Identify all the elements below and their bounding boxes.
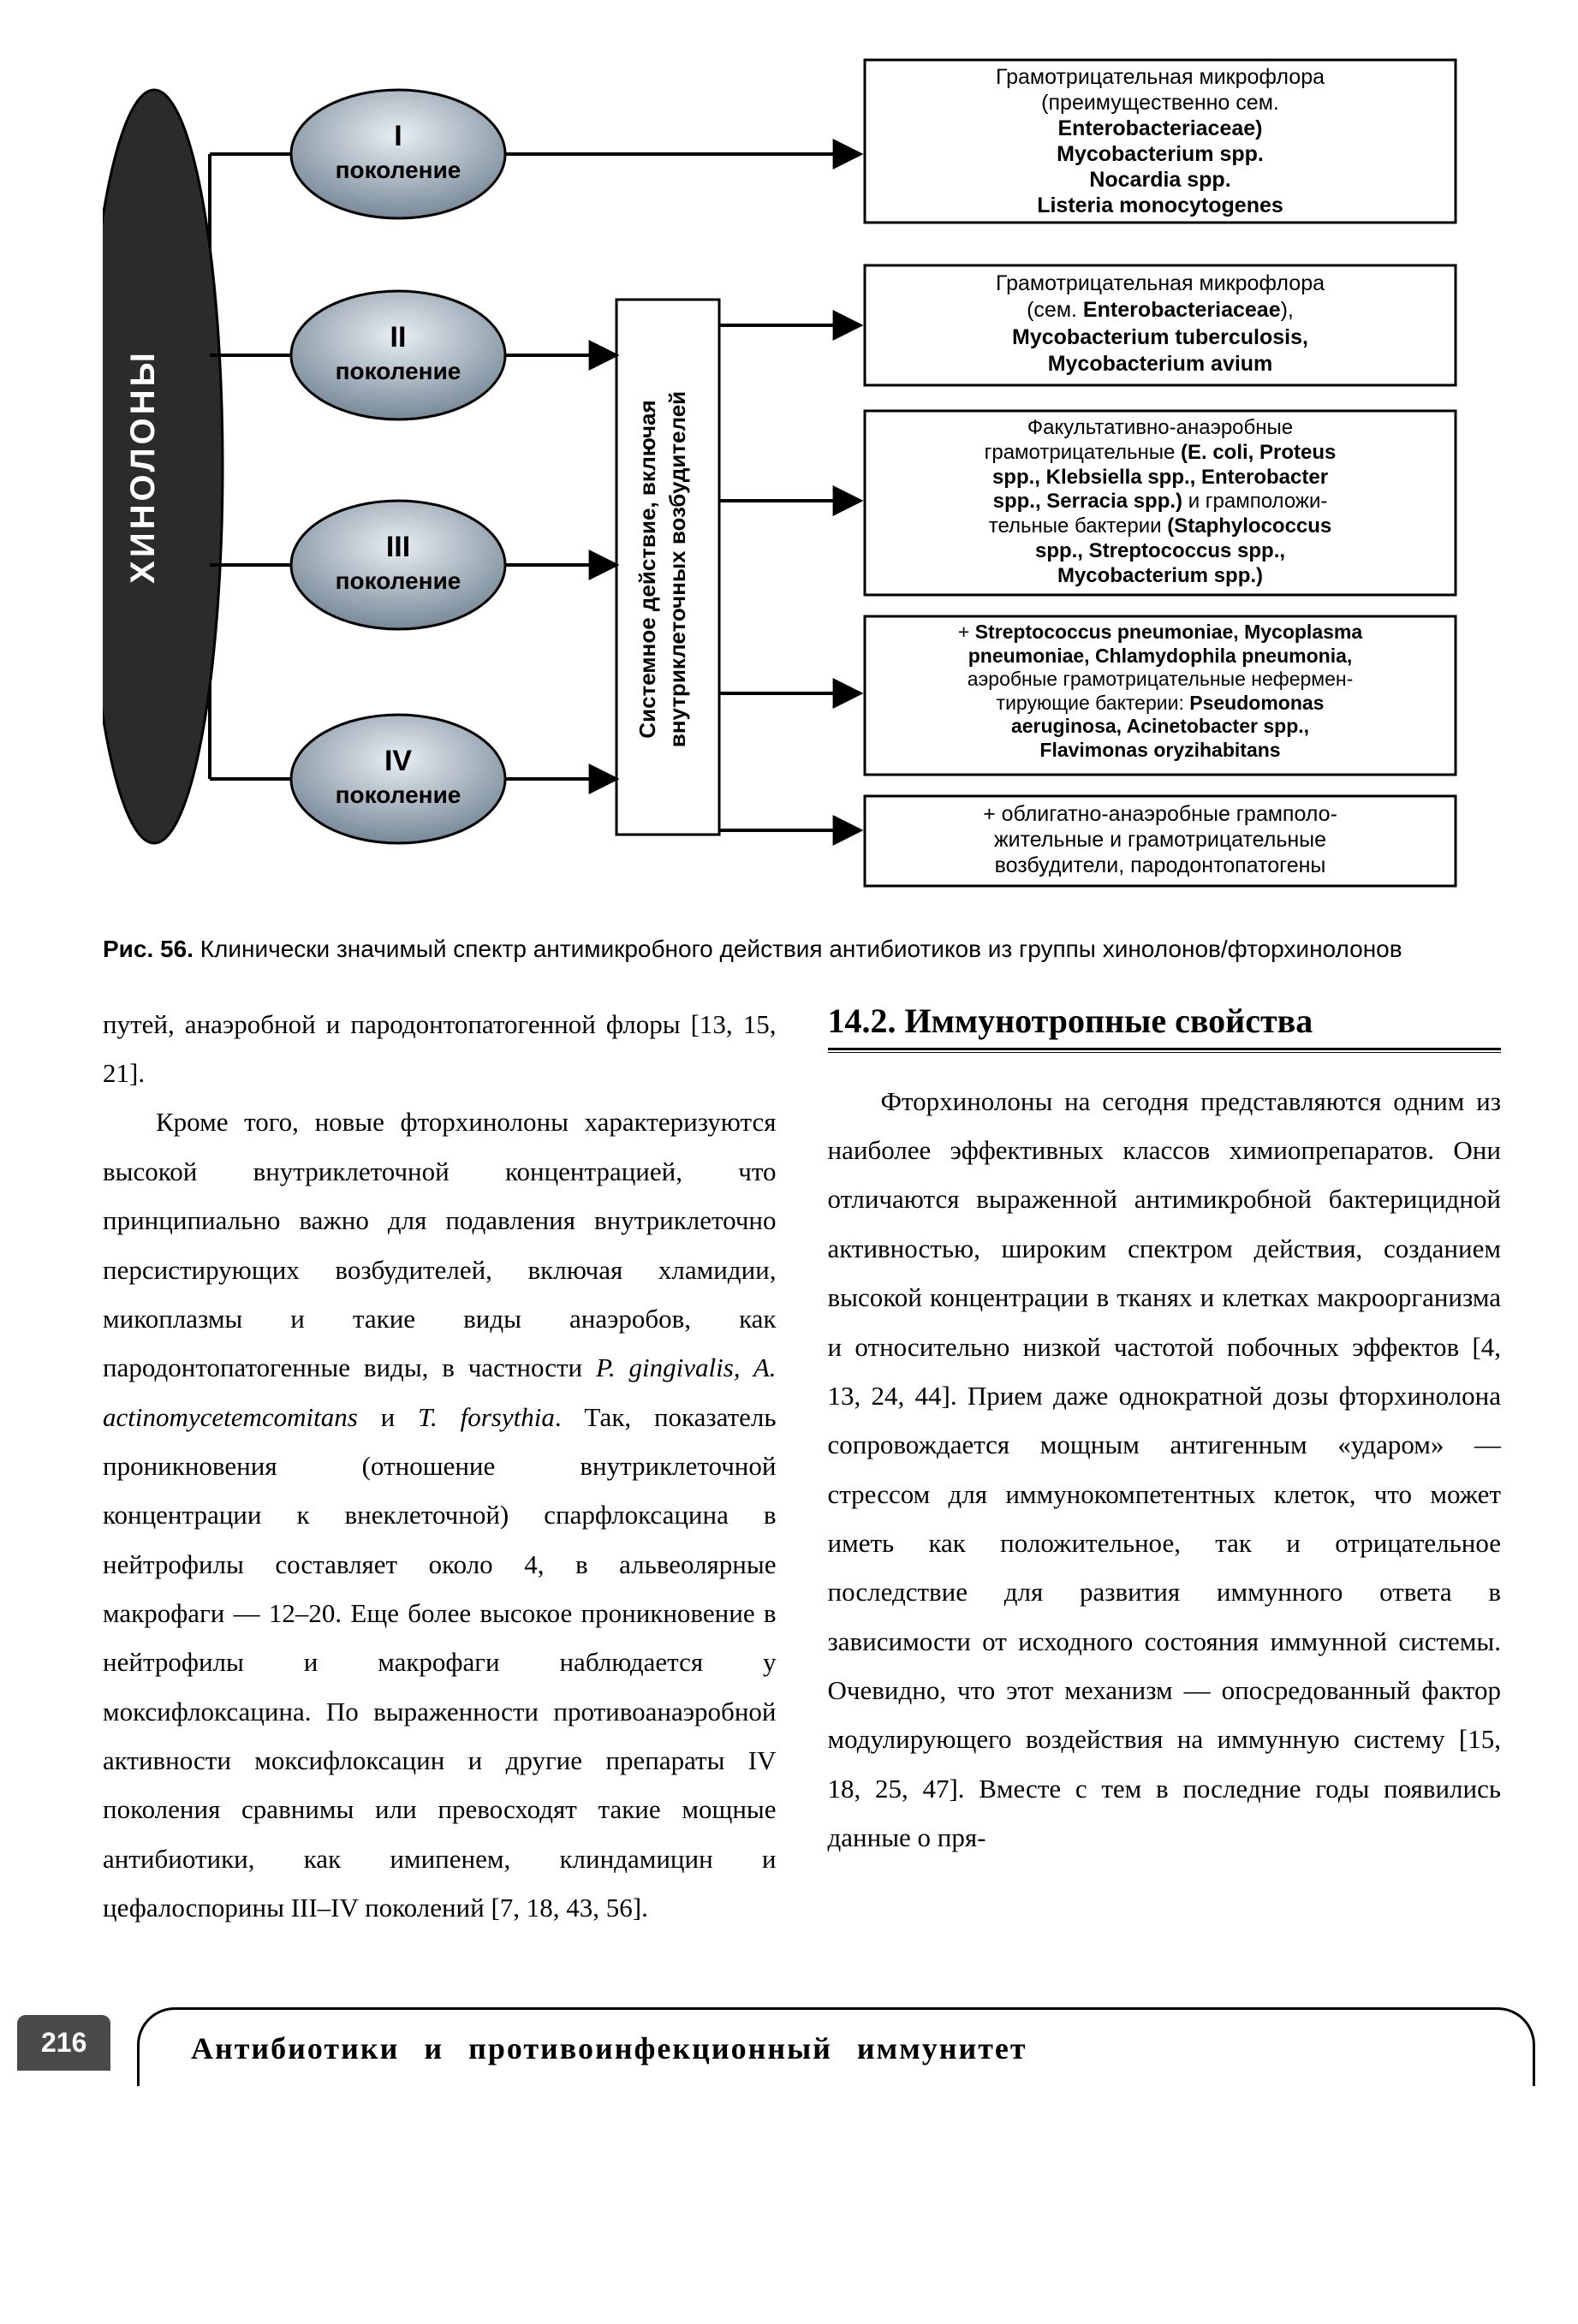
- box-4-text: + Streptococcus pneumoniae, Mycoplasmapn…: [869, 621, 1451, 763]
- center-box-line1: Системное действие, включая: [634, 400, 660, 738]
- box-2-text: Грамотрицательная микрофлора(сем. Entero…: [869, 270, 1451, 377]
- box-5-text: + облигатно-анаэробные грамполо-жительны…: [869, 801, 1451, 878]
- box-3-text: Факультативно-анаэробныеграмотрицательны…: [869, 416, 1451, 589]
- left-p2: Кроме того, новые фторхинолоны характери…: [103, 1097, 777, 1932]
- right-boxes: Грамотрицательная микрофлора(преимуществ…: [865, 60, 1456, 886]
- gen-2-num: II: [390, 321, 407, 354]
- text-columns: путей, анаэробной и пародонтопатогенной …: [103, 1000, 1501, 1933]
- gen-4-sub: поколение: [336, 782, 461, 808]
- figure-caption: Рис. 56. Клинически значимый спектр анти…: [103, 933, 1501, 966]
- gen-3-sub: поколение: [336, 568, 461, 594]
- left-p2-and: и: [358, 1402, 418, 1432]
- gen-1-sub: поколение: [336, 157, 461, 183]
- center-box-line2: внутриклеточных возбудителей: [664, 391, 690, 747]
- hub-label: ХИНОЛОНЫ: [124, 349, 162, 584]
- figure-diagram: ХИНОЛОНЫ I поколение II поколение III по…: [103, 34, 1501, 907]
- left-column: путей, анаэробной и пародонтопатогенной …: [103, 1000, 777, 1933]
- left-p2b: . Так, показатель проникновения (отношен…: [103, 1402, 777, 1923]
- heading-rule: [828, 1048, 1502, 1053]
- gen-4-num: IV: [384, 745, 412, 777]
- hub-ellipse: [103, 90, 223, 843]
- left-p2a: Кроме того, новые фторхинолоны характери…: [103, 1107, 777, 1382]
- section-heading: 14.2. Иммунотропные свойства: [828, 1000, 1502, 1043]
- right-column: 14.2. Иммунотропные свойства Фторхинолон…: [828, 1000, 1502, 1933]
- figure-caption-text: Клинически значимый спектр антимикробног…: [200, 936, 1402, 962]
- left-p2-italic2: T. forsythia: [418, 1402, 555, 1432]
- page-footer: 216 Антибиотики и противоинфекционный им…: [103, 1983, 1501, 2086]
- gen-2-sub: поколение: [336, 358, 461, 384]
- figure-label: Рис. 56.: [103, 936, 194, 962]
- right-p1: Фторхинолоны на сегодня представляются о…: [828, 1077, 1502, 1863]
- footer-title: Антибиотики и противоинфекционный иммуни…: [137, 2007, 1535, 2086]
- gen-1-num: I: [394, 120, 402, 152]
- page-number: 216: [17, 2015, 110, 2071]
- gen-3-num: III: [386, 531, 410, 563]
- box-1-text: Грамотрицательная микрофлора(преимуществ…: [869, 64, 1451, 218]
- generation-ellipses: I поколение II поколение III поколение I…: [210, 90, 505, 843]
- diagram-svg: ХИНОЛОНЫ I поколение II поколение III по…: [103, 34, 1490, 907]
- left-p1: путей, анаэробной и пародонтопатогенной …: [103, 1000, 777, 1098]
